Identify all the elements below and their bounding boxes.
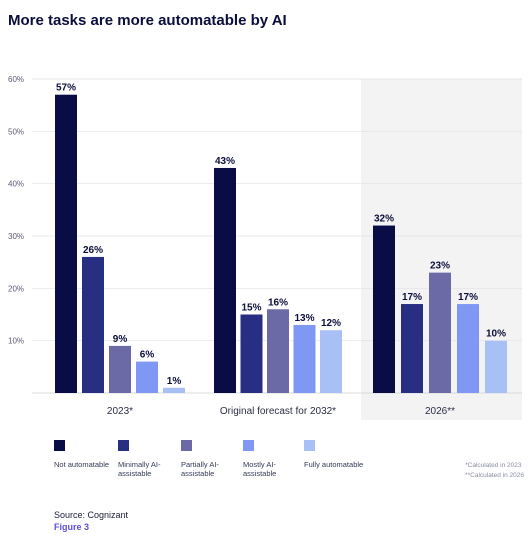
legend-swatch — [304, 440, 315, 451]
bar-value-label: 9% — [113, 334, 128, 345]
bar-value-label: 43% — [215, 156, 235, 167]
bar — [401, 304, 423, 393]
bar — [429, 272, 451, 393]
bar-chart: 10% 20% 30% 40% 50% 60% 57% 26% 9% 6% 1% 2023* 43% 15… — [8, 75, 522, 420]
bar — [163, 387, 185, 393]
bar-value-label: 13% — [294, 313, 314, 324]
bar — [293, 324, 316, 393]
bar-value-label: 10% — [486, 329, 506, 340]
category-label: 2023* — [107, 406, 133, 417]
bar-value-label: 26% — [83, 245, 103, 256]
bar — [109, 345, 131, 393]
y-tick-label: 10% — [8, 337, 24, 346]
bar-value-label: 12% — [321, 318, 341, 329]
footnotes: *Calculated in 2023 **Calculated in 2026 — [465, 461, 524, 481]
bar-value-label: 1% — [167, 376, 182, 387]
y-tick-label: 40% — [8, 180, 24, 189]
bar — [457, 304, 479, 393]
footnote-2026: **Calculated in 2026 — [465, 472, 524, 479]
bar — [136, 361, 158, 393]
category-label: Original forecast for 2032* — [220, 406, 336, 417]
bar-value-label: 6% — [140, 350, 155, 361]
bar — [240, 314, 263, 393]
bar — [320, 330, 342, 393]
chart-title: More tasks are more automatable by AI — [8, 12, 287, 29]
bar-value-label: 32% — [374, 214, 394, 225]
source-text: Source: Cognizant — [54, 510, 129, 520]
legend-label: Fully automatable — [304, 460, 364, 469]
legend-item-minimally-ai-assistable: Minimally AI-assistable — [118, 440, 182, 478]
bar — [55, 94, 77, 393]
footnote-2023: *Calculated in 2023 — [465, 462, 522, 469]
bar — [267, 309, 289, 393]
bar — [82, 256, 104, 393]
legend-swatch — [243, 440, 254, 451]
bar — [373, 225, 395, 393]
legend-swatch — [54, 440, 65, 451]
legend-label: Minimally AI-assistable — [118, 460, 161, 478]
y-tick-label: 50% — [8, 127, 24, 136]
legend-swatch — [118, 440, 129, 451]
y-tick-label: 60% — [8, 75, 24, 84]
legend-item-partially-ai-assistable: Partially AI-assistable — [181, 440, 245, 478]
legend-item-fully-automatable: Fully automatable — [304, 440, 368, 469]
bar — [214, 167, 236, 393]
legend-item-mostly-ai-assistable: Mostly AI-assistable — [243, 440, 307, 478]
bar-value-label: 23% — [430, 261, 450, 272]
y-tick-label: 30% — [8, 232, 24, 241]
bar-value-label: 16% — [268, 297, 288, 308]
legend-label: Mostly AI-assistable — [243, 460, 277, 478]
figure-label: Figure 3 — [54, 522, 90, 532]
legend: Not automatable Minimally AI-assistable … — [0, 440, 532, 490]
bar-value-label: 15% — [241, 303, 261, 314]
legend-label: Not automatable — [54, 460, 110, 469]
bar-value-label: 17% — [458, 292, 478, 303]
category-label: 2026** — [425, 406, 455, 417]
bar — [485, 340, 507, 393]
bar-value-label: 57% — [56, 83, 76, 94]
legend-item-not-automatable: Not automatable — [54, 440, 118, 469]
legend-swatch — [181, 440, 192, 451]
legend-label: Partially AI-assistable — [181, 460, 219, 478]
bar-value-label: 17% — [402, 292, 422, 303]
y-tick-label: 20% — [8, 284, 24, 293]
